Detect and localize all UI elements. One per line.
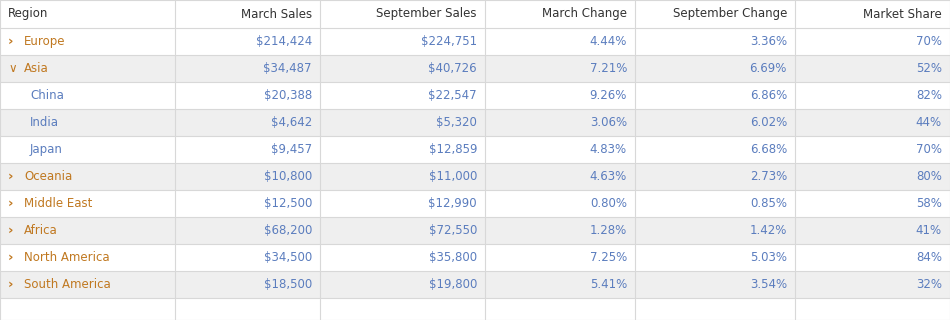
Text: $72,550: $72,550 bbox=[428, 224, 477, 237]
Text: 9.26%: 9.26% bbox=[590, 89, 627, 102]
Text: 0.85%: 0.85% bbox=[750, 197, 787, 210]
Text: $12,990: $12,990 bbox=[428, 197, 477, 210]
Text: 1.28%: 1.28% bbox=[590, 224, 627, 237]
Text: India: India bbox=[30, 116, 59, 129]
Text: 5.41%: 5.41% bbox=[590, 278, 627, 291]
Text: $18,500: $18,500 bbox=[264, 278, 312, 291]
Text: $40,726: $40,726 bbox=[428, 62, 477, 75]
Text: $214,424: $214,424 bbox=[256, 35, 312, 48]
Text: Market Share: Market Share bbox=[864, 7, 942, 20]
Text: 4.44%: 4.44% bbox=[590, 35, 627, 48]
Text: September Sales: September Sales bbox=[376, 7, 477, 20]
Bar bbox=[0, 244, 950, 271]
Text: 52%: 52% bbox=[916, 62, 942, 75]
Text: Region: Region bbox=[8, 7, 48, 20]
Text: $20,388: $20,388 bbox=[264, 89, 312, 102]
Text: $12,859: $12,859 bbox=[428, 143, 477, 156]
Bar bbox=[0, 217, 950, 244]
Text: ›: › bbox=[8, 251, 13, 264]
Text: 4.63%: 4.63% bbox=[590, 170, 627, 183]
Text: 41%: 41% bbox=[916, 224, 942, 237]
Text: $224,751: $224,751 bbox=[421, 35, 477, 48]
Text: Africa: Africa bbox=[24, 224, 58, 237]
Text: March Sales: March Sales bbox=[241, 7, 312, 20]
Text: 2.73%: 2.73% bbox=[750, 170, 787, 183]
Text: 3.36%: 3.36% bbox=[750, 35, 787, 48]
Text: $10,800: $10,800 bbox=[264, 170, 312, 183]
Text: 1.42%: 1.42% bbox=[750, 224, 787, 237]
Bar bbox=[0, 28, 950, 55]
Text: 6.69%: 6.69% bbox=[750, 62, 787, 75]
Text: 5.03%: 5.03% bbox=[750, 251, 787, 264]
Text: $34,500: $34,500 bbox=[264, 251, 312, 264]
Text: $11,000: $11,000 bbox=[428, 170, 477, 183]
Text: $22,547: $22,547 bbox=[428, 89, 477, 102]
Text: 6.68%: 6.68% bbox=[750, 143, 787, 156]
Text: 6.02%: 6.02% bbox=[750, 116, 787, 129]
Bar bbox=[0, 136, 950, 163]
Text: Japan: Japan bbox=[30, 143, 63, 156]
Text: ›: › bbox=[8, 278, 13, 291]
Text: $68,200: $68,200 bbox=[263, 224, 312, 237]
Text: 6.86%: 6.86% bbox=[750, 89, 787, 102]
Text: Middle East: Middle East bbox=[24, 197, 92, 210]
Text: $5,320: $5,320 bbox=[436, 116, 477, 129]
Text: Europe: Europe bbox=[24, 35, 66, 48]
Text: ›: › bbox=[8, 224, 13, 237]
Text: September Change: September Change bbox=[673, 7, 787, 20]
Text: ›: › bbox=[8, 35, 13, 48]
Text: ›: › bbox=[8, 197, 13, 210]
Text: 82%: 82% bbox=[916, 89, 942, 102]
Text: $34,487: $34,487 bbox=[263, 62, 312, 75]
Bar bbox=[0, 55, 950, 82]
Text: 7.25%: 7.25% bbox=[590, 251, 627, 264]
Text: $9,457: $9,457 bbox=[271, 143, 312, 156]
Bar bbox=[0, 82, 950, 109]
Text: 70%: 70% bbox=[916, 35, 942, 48]
Text: Asia: Asia bbox=[24, 62, 48, 75]
Bar bbox=[0, 0, 950, 28]
Text: 70%: 70% bbox=[916, 143, 942, 156]
Bar bbox=[0, 190, 950, 217]
Text: $19,800: $19,800 bbox=[428, 278, 477, 291]
Text: 4.83%: 4.83% bbox=[590, 143, 627, 156]
Text: 80%: 80% bbox=[916, 170, 942, 183]
Text: North America: North America bbox=[24, 251, 109, 264]
Text: ∨: ∨ bbox=[8, 62, 16, 75]
Text: 0.80%: 0.80% bbox=[590, 197, 627, 210]
Text: $4,642: $4,642 bbox=[271, 116, 312, 129]
Text: $12,500: $12,500 bbox=[263, 197, 312, 210]
Text: 3.06%: 3.06% bbox=[590, 116, 627, 129]
Text: South America: South America bbox=[24, 278, 111, 291]
Text: Oceania: Oceania bbox=[24, 170, 72, 183]
Text: 32%: 32% bbox=[916, 278, 942, 291]
Bar bbox=[0, 109, 950, 136]
Bar bbox=[0, 271, 950, 298]
Text: $35,800: $35,800 bbox=[428, 251, 477, 264]
Text: 3.54%: 3.54% bbox=[750, 278, 787, 291]
Text: March Change: March Change bbox=[542, 7, 627, 20]
Bar bbox=[0, 163, 950, 190]
Text: China: China bbox=[30, 89, 64, 102]
Text: 44%: 44% bbox=[916, 116, 942, 129]
Text: 7.21%: 7.21% bbox=[590, 62, 627, 75]
Text: ›: › bbox=[8, 170, 13, 183]
Text: 84%: 84% bbox=[916, 251, 942, 264]
Text: 58%: 58% bbox=[916, 197, 942, 210]
